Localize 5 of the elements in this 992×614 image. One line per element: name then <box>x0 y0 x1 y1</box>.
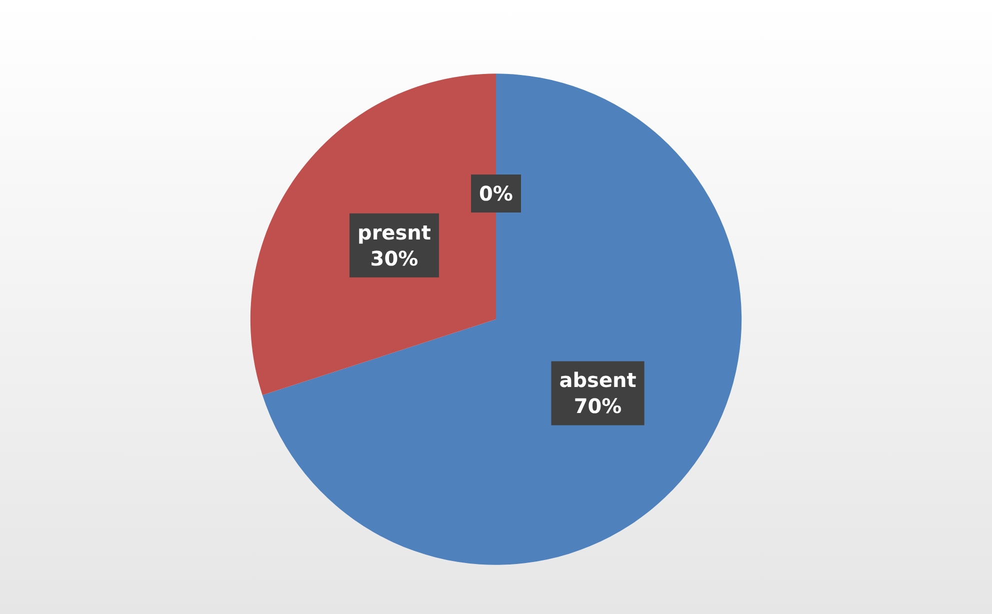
data-label: 30% <box>370 246 418 270</box>
text: 0% <box>479 181 513 206</box>
slice-label: presnt <box>358 220 432 244</box>
data-label: 70% <box>574 394 622 418</box>
slice-label: absent <box>559 368 637 392</box>
